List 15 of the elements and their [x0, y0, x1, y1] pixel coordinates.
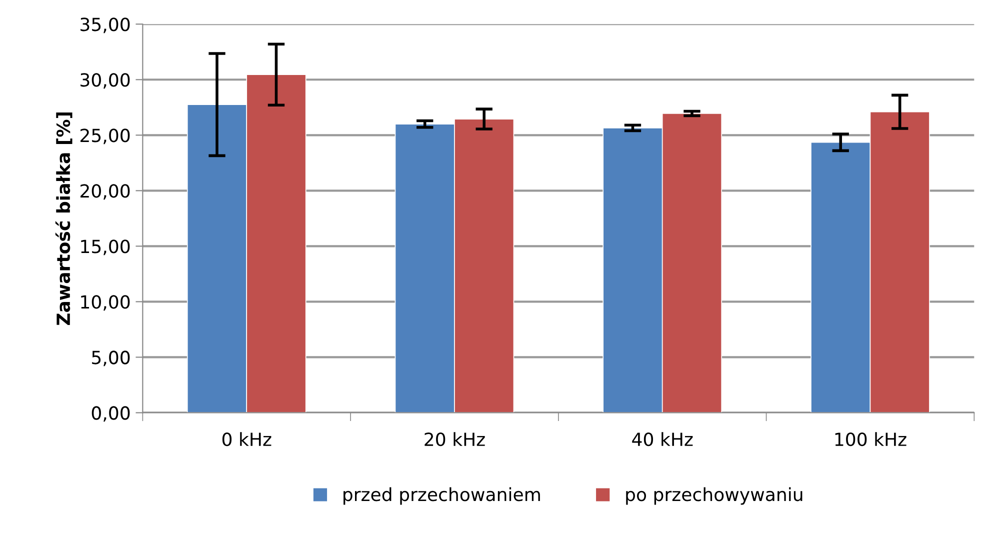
y-tick-label: 0,00: [92, 406, 130, 422]
y-tick-label: 30,00: [80, 73, 130, 89]
y-tick-label: 10,00: [81, 295, 130, 311]
y-tick-label: 35,00: [80, 18, 130, 34]
legend-label: po przechowywaniu: [626, 487, 802, 505]
y-tick-label: 25,00: [80, 128, 130, 144]
y-tick-label: 20,00: [80, 184, 130, 200]
legend-label: przed przechowaniem: [344, 487, 540, 505]
x-tick-label: 100 kHz: [835, 432, 906, 446]
y-tick-label: 15,00: [81, 240, 130, 256]
y-axis-title: Zawartość białka [%]: [55, 112, 72, 326]
x-tick-label: 40 kHz: [632, 432, 693, 446]
y-tick-label: 5,00: [92, 350, 130, 366]
x-tick-label: 20 kHz: [424, 432, 485, 446]
x-tick-label: 0 kHz: [222, 432, 272, 446]
